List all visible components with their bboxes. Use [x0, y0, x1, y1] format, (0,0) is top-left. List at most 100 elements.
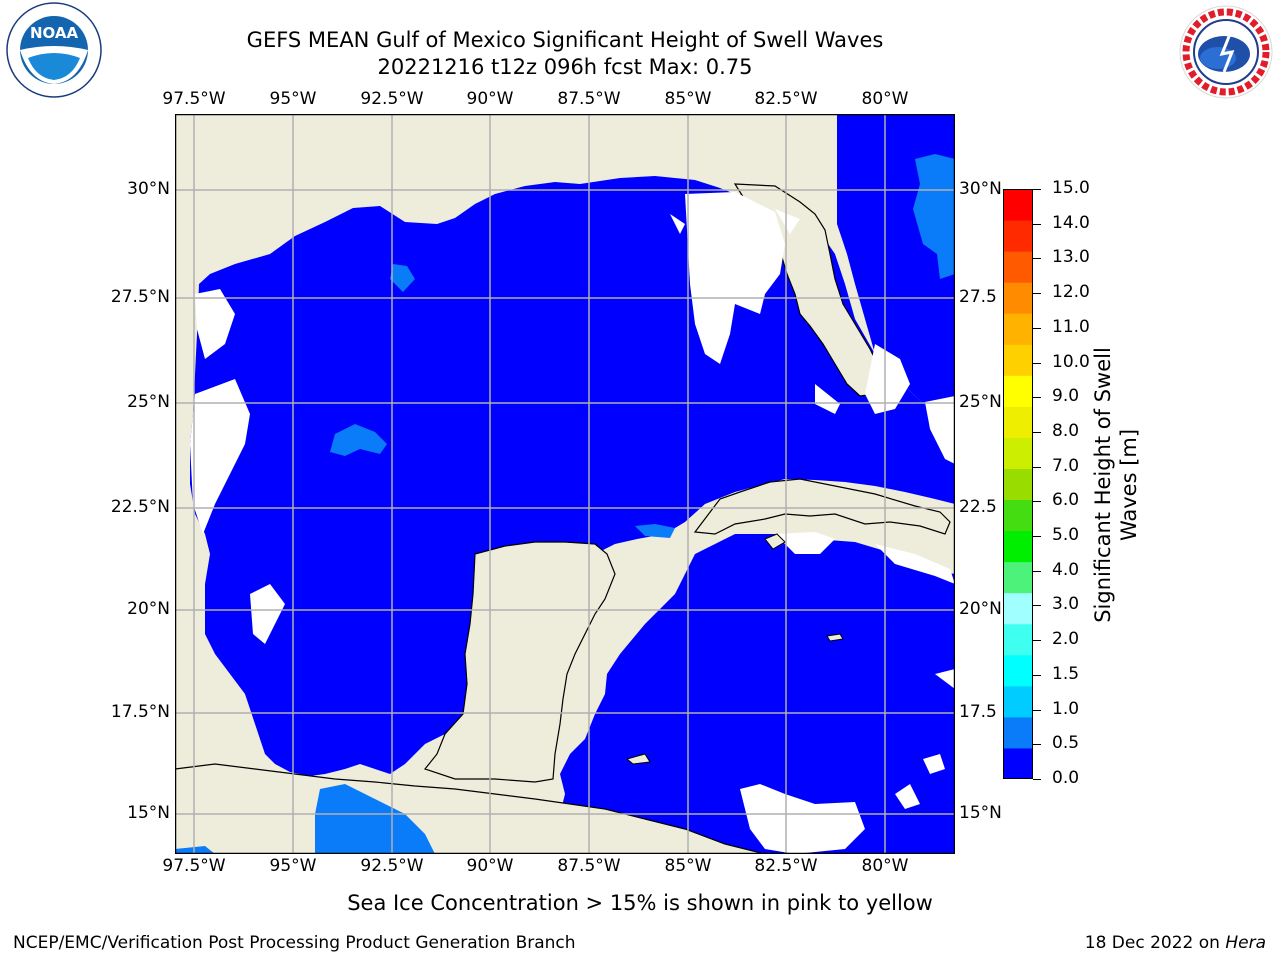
colorbar-tick-mark — [1033, 397, 1041, 399]
colorbar-tick-label: 1.0 — [1052, 698, 1080, 719]
colorbar — [1003, 189, 1033, 779]
colorbar-tick-mark — [1033, 605, 1041, 607]
colorbar-segment — [1003, 530, 1033, 563]
colorbar-tick-mark — [1033, 258, 1041, 260]
lon-label-top: 92.5°W — [360, 89, 424, 109]
lat-label-right: 30°N — [959, 179, 1002, 199]
chart-subtitle: 20221216 t12z 096h fcst Max: 0.75 — [377, 55, 753, 79]
colorbar-tick-label: 0.5 — [1052, 733, 1080, 754]
colorbar-tick-mark — [1033, 293, 1041, 295]
lon-label-bottom: 90°W — [466, 856, 514, 876]
missing-data-patches — [190, 192, 955, 854]
colorbar-tick-mark — [1033, 327, 1041, 329]
lat-label-left: 25°N — [127, 392, 170, 412]
colorbar-tick-mark — [1033, 501, 1041, 503]
colorbar-segment — [1003, 375, 1033, 407]
colorbar-tick-label: 2.0 — [1052, 629, 1080, 650]
colorbar-segment — [1003, 716, 1033, 749]
colorbar-segment — [1003, 592, 1033, 625]
colorbar-segment — [1003, 344, 1033, 376]
colorbar-tick-mark — [1033, 709, 1041, 711]
cuba-land — [693, 478, 951, 535]
colorbar-tick-label: 5.0 — [1052, 525, 1080, 546]
colorbar-tick-label: 7.0 — [1052, 455, 1080, 476]
lat-label-right: 17.5 — [959, 702, 997, 722]
colorbar-frame — [1003, 189, 1033, 779]
islands — [625, 533, 844, 765]
lat-label-left: 22.5°N — [110, 497, 170, 517]
colorbar-segment — [1003, 499, 1033, 532]
colorbar-tick-label: 13.0 — [1052, 247, 1090, 268]
lon-label-top: 82.5°W — [754, 89, 818, 109]
colorbar-tick-label: 9.0 — [1052, 386, 1080, 407]
colorbar-tick-mark — [1033, 466, 1041, 468]
colorbar-tick-label: 0.0 — [1052, 768, 1080, 788]
lat-label-right: 27.5 — [959, 287, 997, 307]
colorbar-segment — [1003, 747, 1033, 779]
graticule — [175, 114, 955, 854]
lat-label-right: 22.5 — [959, 497, 997, 517]
colorbar-tick-label: 11.0 — [1052, 316, 1090, 337]
colorbar-segment — [1003, 654, 1033, 687]
lat-label-left: 30°N — [127, 179, 170, 199]
colorbar-segment — [1003, 561, 1033, 594]
colorbar-tick-label: 15.0 — [1052, 178, 1090, 198]
date-line: 18 Dec 2022 on Hera — [1085, 933, 1266, 953]
yucatan-land — [423, 541, 616, 783]
colorbar-segment — [1003, 685, 1033, 718]
colorbar-tick-mark — [1033, 431, 1041, 433]
lon-label-top: 90°W — [466, 89, 514, 109]
noaa-logo: NOAA — [6, 2, 102, 98]
colorbar-segment — [1003, 623, 1033, 656]
lon-label-top: 80°W — [861, 89, 909, 109]
colorbar-tick-label: 3.0 — [1052, 594, 1080, 615]
gulf-ocean — [190, 176, 955, 776]
chart-title: GEFS MEAN Gulf of Mexico Significant Hei… — [246, 28, 884, 52]
lon-label-top: 85°W — [664, 89, 712, 109]
colorbar-tick-mark — [1033, 223, 1041, 225]
colorbar-segment — [1003, 468, 1033, 501]
lon-label-bottom: 80°W — [861, 856, 909, 876]
colorbar-tick-mark — [1033, 640, 1041, 642]
credit-line: NCEP/EMC/Verification Post Processing Pr… — [13, 933, 576, 953]
lon-label-bottom: 87.5°W — [557, 856, 621, 876]
lon-label-top: 87.5°W — [557, 89, 621, 109]
colorbar-segment — [1003, 251, 1033, 283]
colorbar-tick-mark — [1033, 674, 1041, 676]
host-name: Hera — [1225, 933, 1266, 953]
lat-label-right: 15°N — [959, 803, 1002, 823]
lon-label-bottom: 82.5°W — [754, 856, 818, 876]
lat-label-left: 17.5°N — [110, 702, 170, 722]
colorbar-segment — [1003, 437, 1033, 469]
colorbar-tick-label: 6.0 — [1052, 490, 1080, 511]
colorbar-tick-label: 10.0 — [1052, 351, 1090, 372]
nws-logo — [1178, 4, 1274, 100]
colorbar-tick-mark — [1033, 362, 1041, 364]
sea-ice-note: Sea Ice Concentration > 15% is shown in … — [347, 891, 933, 915]
colorbar-tick-label: 12.0 — [1052, 282, 1090, 303]
colorbar-segment — [1003, 406, 1033, 438]
colorbar-tick-label: 8.0 — [1052, 420, 1080, 441]
noaa-wordmark: NOAA — [30, 24, 79, 42]
map-panel — [175, 114, 955, 854]
caribbean-ocean — [555, 504, 955, 854]
lat-label-left: 27.5°N — [110, 287, 170, 307]
lon-label-bottom: 92.5°W — [360, 856, 424, 876]
colorbar-tick-label: 4.0 — [1052, 559, 1080, 580]
lon-label-bottom: 97.5°W — [162, 856, 226, 876]
colorbar-segment — [1003, 282, 1033, 314]
colorbar-tick-label: 14.0 — [1052, 212, 1090, 233]
colorbar-segment — [1003, 189, 1033, 221]
colorbar-tick-label: 1.5 — [1052, 663, 1080, 684]
lon-label-top: 97.5°W — [162, 89, 226, 109]
colorbar-tick-mark — [1033, 536, 1041, 538]
colorbar-label-line2: Waves [m] — [1117, 428, 1141, 542]
lon-label-bottom: 95°W — [269, 856, 317, 876]
lat-label-left: 20°N — [127, 599, 170, 619]
lat-label-left: 15°N — [127, 803, 170, 823]
colorbar-tick-mark — [1033, 744, 1041, 746]
date-text: 18 Dec 2022 on — [1084, 933, 1226, 953]
lon-label-bottom: 85°W — [664, 856, 712, 876]
colorbar-label-line1: Significant Height of Swell — [1091, 347, 1115, 623]
colorbar-segment — [1003, 313, 1033, 345]
